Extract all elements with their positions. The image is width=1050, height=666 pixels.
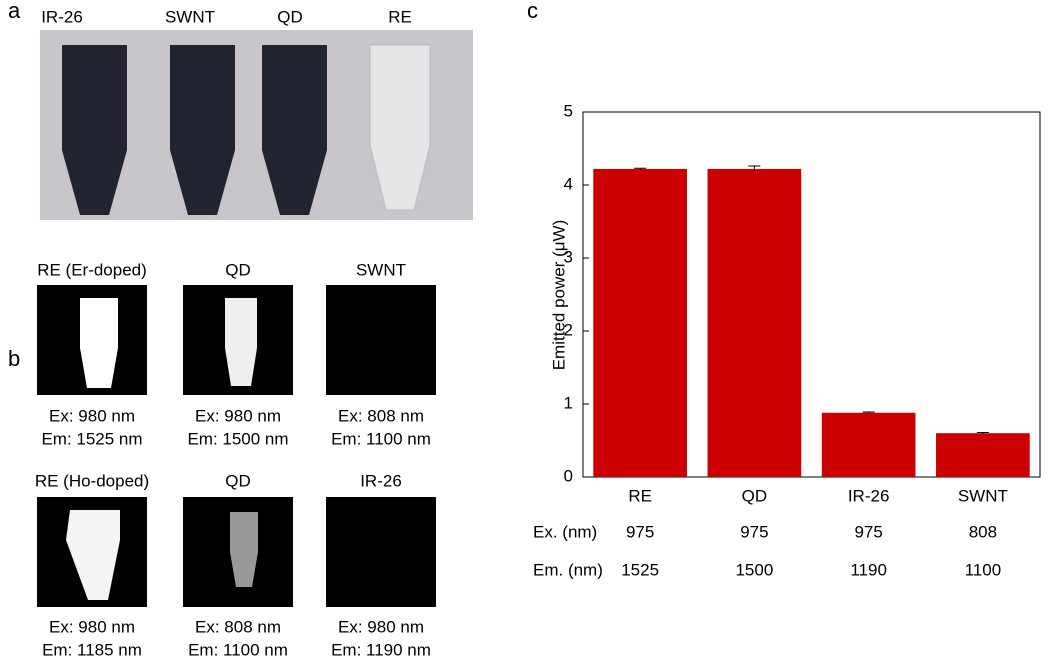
y-tick-label: 4 (564, 174, 573, 193)
image-title: IR-26 (360, 471, 402, 490)
image-title: RE (Ho-doped) (35, 471, 149, 490)
row-label: Em. (nm) (533, 560, 603, 579)
panel-label: b (8, 346, 20, 371)
panel-label: c (527, 0, 538, 23)
error-bar (976, 431, 989, 434)
image-title: QD (225, 260, 251, 279)
y-tick-label: 1 (564, 393, 573, 412)
table-value: 975 (854, 522, 882, 541)
tube-label: QD (277, 7, 303, 26)
table-value: 1525 (621, 560, 659, 579)
x-tick-label: RE (628, 486, 652, 505)
x-tick-label: SWNT (958, 486, 1008, 505)
y-tick-label: 3 (564, 247, 573, 266)
table-value: 808 (969, 522, 997, 541)
emission: Em: 1190 nm (331, 640, 431, 659)
emission: Em: 1100 nm (188, 640, 288, 659)
table-value: 1190 (850, 560, 887, 579)
nir-image (326, 497, 436, 607)
table-value: 975 (626, 522, 654, 541)
emission: Em: 1525 nm (41, 429, 142, 448)
image-title: SWNT (356, 260, 406, 279)
bar (707, 168, 802, 477)
error-bar (748, 165, 761, 172)
image-title: RE (Er-doped) (37, 260, 147, 279)
emission: Em: 1185 nm (42, 640, 142, 659)
excitation: Ex: 808 nm (195, 617, 281, 636)
bar (936, 433, 1030, 477)
excitation: Ex: 980 nm (338, 617, 424, 636)
tube-label: RE (388, 7, 412, 26)
tubes (62, 44, 431, 215)
x-tick-label: QD (742, 486, 768, 505)
bar (593, 168, 687, 477)
glow (230, 512, 258, 587)
excitation: Ex: 980 nm (49, 617, 135, 636)
axes-frame (582, 111, 1041, 478)
y-axis-label: Emitted power (μW) (549, 220, 568, 371)
image-title: QD (225, 471, 251, 490)
row-label: Ex. (nm) (533, 522, 597, 541)
table-value: 1500 (735, 560, 773, 579)
table-value: 975 (740, 522, 768, 541)
emission: Em: 1100 nm (331, 429, 431, 448)
x-tick-label: IR-26 (848, 486, 890, 505)
glow (225, 298, 257, 386)
glow (80, 298, 118, 388)
nir-image (326, 285, 436, 395)
excitation: Ex: 980 nm (49, 406, 135, 425)
glow (66, 510, 120, 600)
y-tick-label: 2 (564, 320, 573, 339)
excitation: Ex: 980 nm (195, 406, 281, 425)
y-tick-label: 0 (564, 466, 573, 485)
bar (821, 412, 916, 477)
error-bar (634, 167, 647, 170)
table-value: 1100 (965, 560, 1002, 579)
tube-label: IR-26 (41, 7, 83, 26)
emission: Em: 1500 nm (187, 429, 288, 448)
excitation: Ex: 808 nm (338, 406, 424, 425)
tube-label: SWNT (165, 7, 215, 26)
panel-label: a (8, 0, 21, 23)
error-bar (862, 411, 875, 414)
y-tick-label: 5 (564, 101, 573, 120)
